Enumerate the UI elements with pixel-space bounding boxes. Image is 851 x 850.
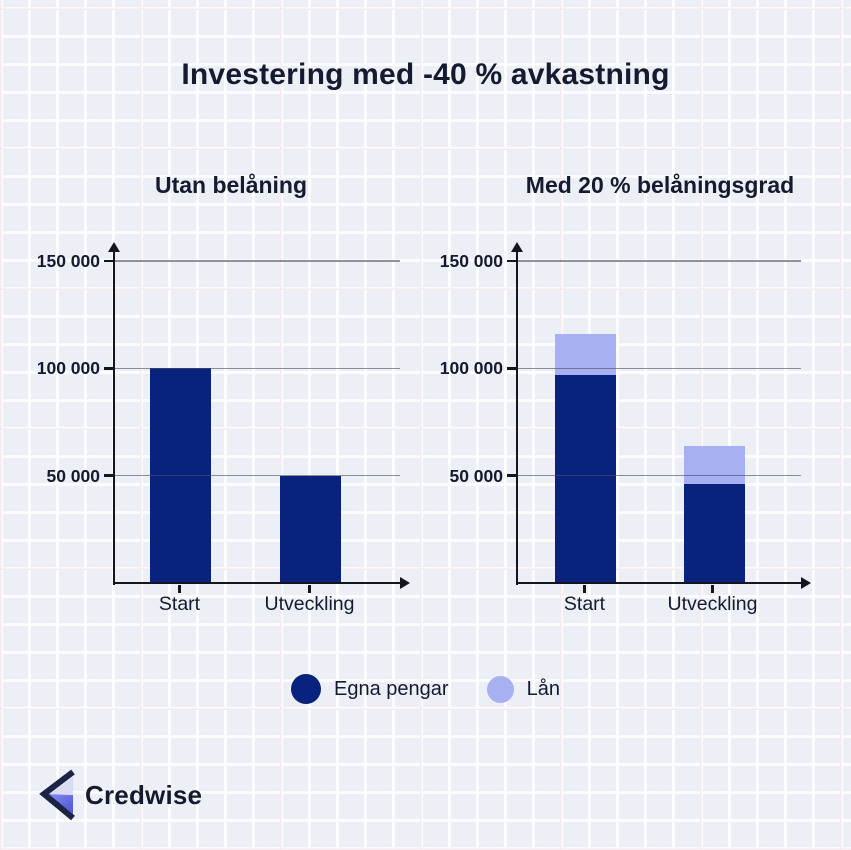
y-axis-tick-label: 50 000 bbox=[449, 465, 503, 486]
x-axis-arrow-icon bbox=[400, 577, 410, 589]
x-axis-line bbox=[112, 581, 400, 585]
y-axis-line bbox=[112, 250, 116, 585]
y-axis-tick bbox=[507, 474, 518, 477]
bar-segment-egna-pengar bbox=[555, 374, 616, 583]
y-axis-tick-label: 100 000 bbox=[439, 358, 503, 379]
y-axis-tick bbox=[104, 259, 115, 263]
x-axis-category-label: Utveckling bbox=[667, 593, 758, 615]
legend-item-lan: Lån bbox=[486, 675, 560, 703]
bar-segment-egna-pengar bbox=[684, 484, 745, 583]
x-axis-arrow-icon bbox=[801, 577, 811, 589]
x-axis-tick bbox=[711, 584, 714, 593]
subtitle-left-chart: Utan belåning bbox=[154, 172, 308, 198]
x-axis-tick bbox=[178, 584, 181, 593]
y-axis-tick bbox=[104, 474, 115, 477]
x-axis-category-label: Start bbox=[563, 593, 606, 615]
x-axis-tick bbox=[583, 584, 586, 593]
legend-label: Egna pengar bbox=[334, 677, 449, 700]
y-axis-line bbox=[515, 250, 519, 585]
y-axis-tick bbox=[507, 367, 518, 370]
y-gridline bbox=[115, 260, 400, 262]
egna-pengar-swatch-icon bbox=[291, 674, 322, 704]
y-gridline bbox=[518, 367, 801, 370]
y-axis-tick-label: 100 000 bbox=[36, 358, 100, 379]
credwise-logo-icon bbox=[36, 768, 76, 822]
y-axis-tick-label: 150 000 bbox=[36, 251, 100, 272]
y-gridline bbox=[115, 367, 400, 370]
x-axis-category-label: Utveckling bbox=[264, 593, 355, 615]
subtitle-right-chart: Med 20 % belåningsgrad bbox=[525, 172, 795, 198]
chart-title: Investering med -40 % avkastning bbox=[181, 58, 670, 91]
x-axis-category-label: Start bbox=[158, 593, 201, 615]
y-axis-tick bbox=[104, 367, 115, 370]
y-gridline bbox=[115, 474, 400, 477]
y-axis-arrow-icon bbox=[511, 242, 523, 252]
lan-swatch-icon bbox=[486, 675, 514, 703]
credwise-logo: Credwise bbox=[36, 768, 202, 822]
chart-legend: Egna pengar Lån bbox=[0, 674, 851, 704]
y-gridline bbox=[518, 260, 801, 262]
logo-wordmark: Credwise bbox=[85, 779, 203, 810]
x-axis-tick bbox=[308, 584, 311, 593]
legend-label: Lån bbox=[526, 677, 560, 700]
bar-segment-egna-pengar bbox=[280, 475, 341, 583]
legend-item-egna-pengar: Egna pengar bbox=[291, 674, 449, 704]
y-axis-arrow-icon bbox=[108, 242, 120, 252]
y-axis-tick bbox=[507, 259, 518, 263]
y-axis-tick-label: 150 000 bbox=[439, 251, 503, 272]
x-axis-line bbox=[515, 581, 801, 585]
y-gridline bbox=[518, 474, 801, 477]
y-axis-tick-label: 50 000 bbox=[46, 465, 100, 486]
bar-segment-lan bbox=[684, 445, 745, 485]
